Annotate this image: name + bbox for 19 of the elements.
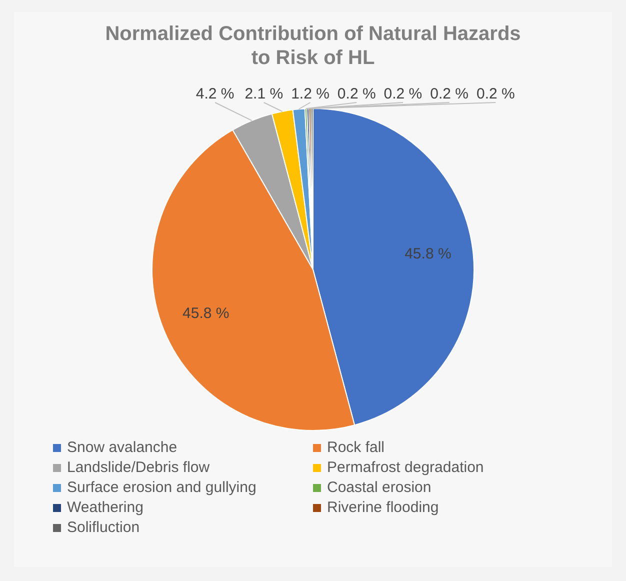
data-label: 0.2 % [384, 86, 422, 103]
legend-label: Riverine flooding [327, 499, 439, 516]
legend-label: Surface erosion and gullying [67, 479, 256, 496]
legend-label: Rock fall [327, 439, 385, 456]
data-label: 0.2 % [337, 86, 376, 103]
chart-title: Normalized Contribution of Natural Hazards to Risk of HL [104, 22, 522, 70]
legend-label: Weathering [67, 499, 144, 516]
data-label: 0.2 % [476, 86, 515, 103]
data-label: 45.8 % [404, 246, 452, 263]
data-label: 0.2 % [430, 86, 468, 103]
data-label: 4.2 % [196, 86, 234, 103]
legend-label: Solifluction [67, 519, 140, 536]
legend-label: Permafrost degradation [327, 459, 484, 476]
data-label: 45.8 % [182, 304, 230, 322]
legend-label: Snow avalanche [67, 439, 178, 456]
legend-label: Coastal erosion [327, 479, 432, 496]
data-label: 1.2 % [291, 86, 330, 103]
data-label: 2.1 % [244, 86, 284, 103]
legend-label: Landslide/Debris flow [67, 459, 210, 476]
